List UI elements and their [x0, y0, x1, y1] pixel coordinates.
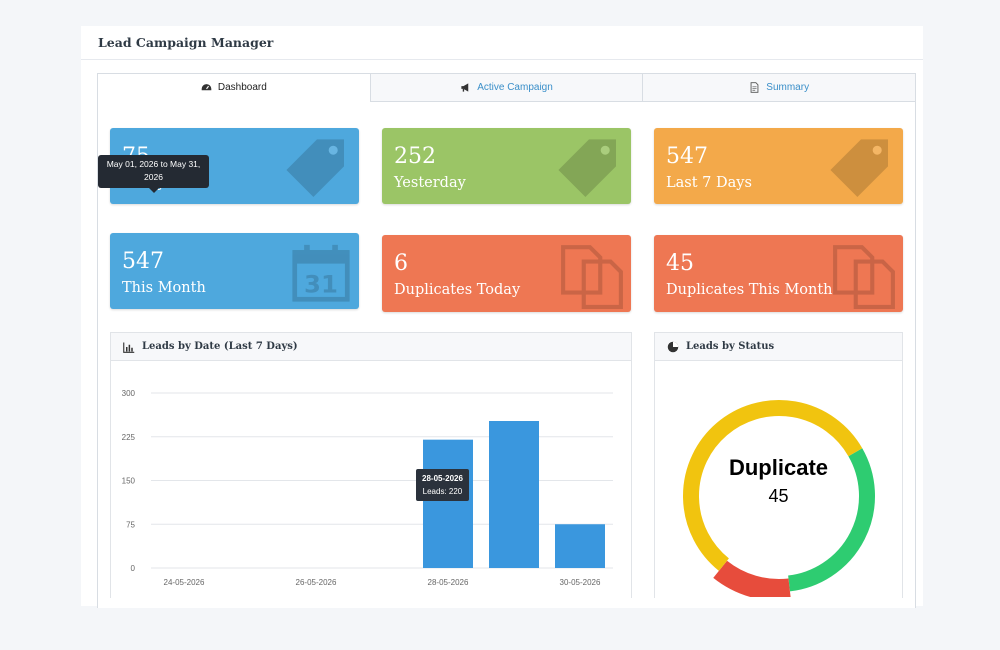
copy-icon: [561, 245, 623, 309]
bar: [489, 421, 539, 568]
svg-text:31: 31: [304, 270, 338, 299]
stat-card-yesterday[interactable]: 252 Yesterday: [382, 128, 631, 204]
app-header: Lead Campaign Manager: [81, 26, 923, 60]
bar-tooltip-date: 28-05-2026: [422, 474, 463, 483]
copy-icon: [833, 245, 895, 309]
stat-card-duplicates-today[interactable]: 6 Duplicates Today: [382, 235, 631, 312]
card-value: 6: [394, 251, 408, 276]
tooltip-line-2: 2026: [144, 172, 163, 182]
card-label: Duplicates Today: [394, 282, 521, 298]
card-label: Duplicates This Month: [666, 282, 833, 298]
bar: [555, 524, 605, 568]
donut-slice: [683, 400, 863, 571]
card-label: This Month: [122, 280, 206, 296]
app-title: Lead Campaign Manager: [98, 35, 274, 50]
card-value: 547: [122, 249, 164, 274]
tag-icon: [286, 139, 344, 197]
donut-slice: [713, 560, 791, 597]
x-tick-label: 30-05-2026: [560, 578, 601, 587]
dashboard-icon: [201, 84, 212, 91]
bar-tooltip-text: Leads: 220: [422, 487, 463, 496]
stat-card-this-month[interactable]: 31 547 This Month: [110, 233, 359, 309]
tab-summary[interactable]: Summary: [642, 74, 916, 102]
date-range-tooltip: May 01, 2026 to May 31, 2026: [98, 155, 209, 193]
card-value: 547: [666, 144, 708, 169]
x-tick-label: 24-05-2026: [164, 578, 205, 587]
leads-by-status-box: Leads by Status Duplicate 45: [654, 332, 903, 598]
tab-summary-label: Summary: [766, 82, 810, 93]
tab-active-campaign-label: Active Campaign: [477, 82, 553, 93]
tag-icon: [558, 139, 616, 197]
bar-chart-icon: [123, 342, 135, 353]
card-label: Last 7 Days: [666, 175, 752, 191]
tab-dashboard[interactable]: Dashboard: [98, 74, 370, 102]
leads-donut-chart: [683, 400, 875, 597]
y-tick-label: 150: [122, 477, 136, 486]
y-tick-label: 225: [122, 433, 136, 442]
box-header: Leads by Status: [655, 333, 902, 361]
bar-tooltip: 28-05-2026 Leads: 220: [416, 469, 469, 501]
stat-card-duplicates-this-month[interactable]: 45 Duplicates This Month: [654, 235, 903, 312]
donut-center-value: 45: [768, 486, 789, 506]
tag-icon: [830, 139, 888, 197]
document-icon: [750, 82, 759, 93]
tooltip-line-1: May 01, 2026 to May 31,: [106, 159, 201, 169]
box-title: Leads by Date (Last 7 Days): [142, 341, 298, 352]
x-tick-label: 28-05-2026: [428, 578, 469, 587]
calendar-icon: 31: [292, 244, 350, 302]
leads-bar-chart: 0 75 150 225 300 24-05-2026 26-05-2026 28-05-20…: [122, 389, 613, 587]
bar: [423, 439, 473, 568]
box-title: Leads by Status: [686, 341, 775, 352]
y-tick-label: 75: [126, 520, 135, 529]
box-header: Leads by Date (Last 7 Days): [111, 333, 631, 361]
stat-card-last-7-days[interactable]: 547 Last 7 Days: [654, 128, 903, 204]
donut-center-label: Duplicate: [728, 455, 829, 480]
card-value: 45: [666, 251, 694, 276]
pie-chart-icon: [667, 341, 679, 352]
donut-slice: [787, 448, 875, 592]
tab-dashboard-label: Dashboard: [217, 82, 267, 93]
y-tick-label: 300: [122, 389, 136, 398]
card-label: Yesterday: [394, 175, 466, 191]
leads-by-date-box: Leads by Date (Last 7 Days) 0 75 150 225 300…: [110, 332, 632, 598]
tab-bar: Dashboard Active Campaign Summary: [98, 74, 916, 102]
y-tick-label: 0: [131, 564, 136, 573]
tab-active-campaign[interactable]: Active Campaign: [369, 74, 643, 102]
card-value: 252: [394, 144, 436, 169]
x-tick-label: 26-05-2026: [296, 578, 337, 587]
megaphone-icon: [461, 83, 469, 92]
